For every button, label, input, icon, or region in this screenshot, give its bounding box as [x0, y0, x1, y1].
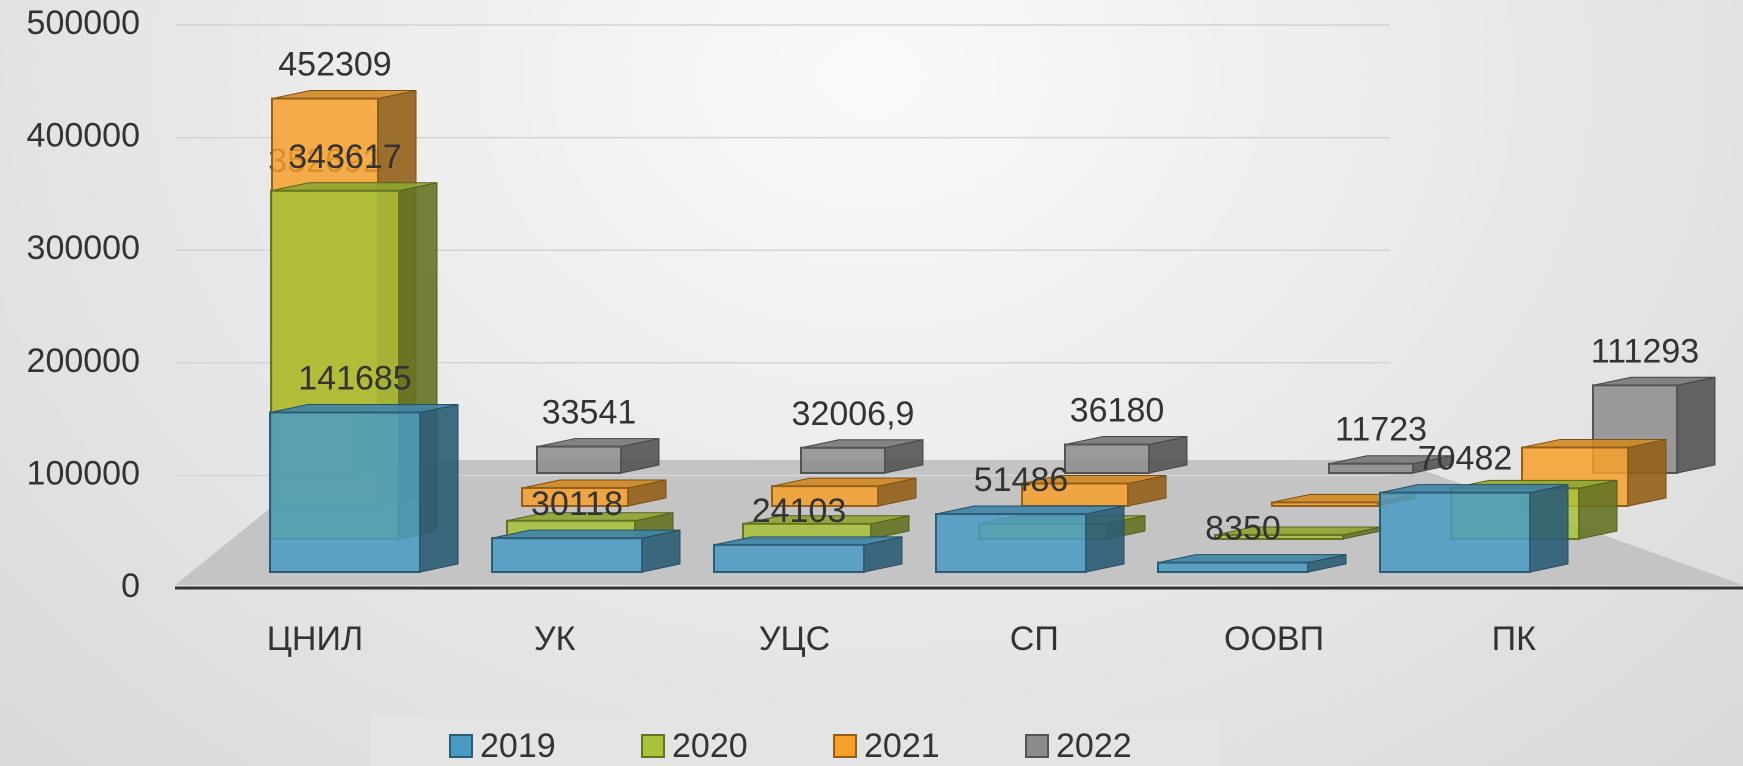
data-label: 51486 — [974, 461, 1069, 499]
bar — [935, 513, 1087, 574]
x-tick-label: УК — [534, 620, 576, 658]
bar — [521, 486, 629, 508]
data-label: 32006,9 — [792, 395, 915, 433]
data-label: 24103 — [752, 492, 847, 530]
bar-side — [1676, 376, 1716, 474]
data-label: 36180 — [1070, 391, 1165, 429]
legend-label: 2021 — [864, 727, 940, 765]
bar — [1157, 561, 1309, 573]
bar — [536, 445, 622, 475]
data-label: 8350 — [1205, 510, 1281, 548]
bar — [1328, 462, 1414, 474]
bar — [800, 446, 886, 474]
bar — [1214, 533, 1344, 541]
bar-side — [1578, 479, 1618, 540]
legend-label: 2019 — [480, 727, 556, 765]
legend-label: 2022 — [1056, 727, 1132, 765]
x-tick-label: УЦС — [759, 620, 830, 658]
y-tick-label: 300000 — [27, 229, 140, 267]
x-tick-label: СП — [1010, 620, 1059, 658]
legend-swatch — [449, 734, 473, 758]
data-label: 452309 — [278, 46, 391, 84]
x-tick-label: ООВП — [1224, 620, 1324, 658]
y-tick-label: 100000 — [27, 454, 140, 492]
data-label: 70482 — [1418, 440, 1513, 478]
bar — [1379, 491, 1531, 573]
legend-swatch — [1025, 734, 1049, 758]
legend-swatch — [641, 734, 665, 758]
bar — [1271, 501, 1379, 507]
bar-side — [1529, 484, 1569, 573]
y-tick-label: 400000 — [27, 117, 140, 155]
y-tick-label: 0 — [121, 567, 140, 605]
data-label: 33541 — [542, 394, 637, 432]
data-label: 141685 — [298, 359, 411, 397]
data-label: 30118 — [531, 485, 623, 523]
legend-swatch — [833, 734, 857, 758]
legend-box — [370, 715, 1220, 766]
bar — [491, 537, 643, 574]
bar — [771, 485, 879, 508]
x-tick-label: ЦНИЛ — [267, 620, 363, 658]
bar-side — [1627, 438, 1667, 507]
legend-label: 2020 — [672, 727, 748, 765]
data-label: 343617 — [288, 138, 401, 176]
bar — [713, 543, 865, 574]
data-label: 11723 — [1335, 411, 1427, 449]
bar-side — [419, 403, 459, 573]
y-tick-label: 200000 — [27, 342, 140, 380]
x-tick-label: ПК — [1492, 620, 1536, 658]
bar — [269, 411, 421, 573]
data-label: 111293 — [1591, 332, 1699, 370]
bar-side — [1085, 505, 1125, 573]
bar — [1064, 443, 1150, 474]
y-tick-label: 500000 — [27, 4, 140, 42]
